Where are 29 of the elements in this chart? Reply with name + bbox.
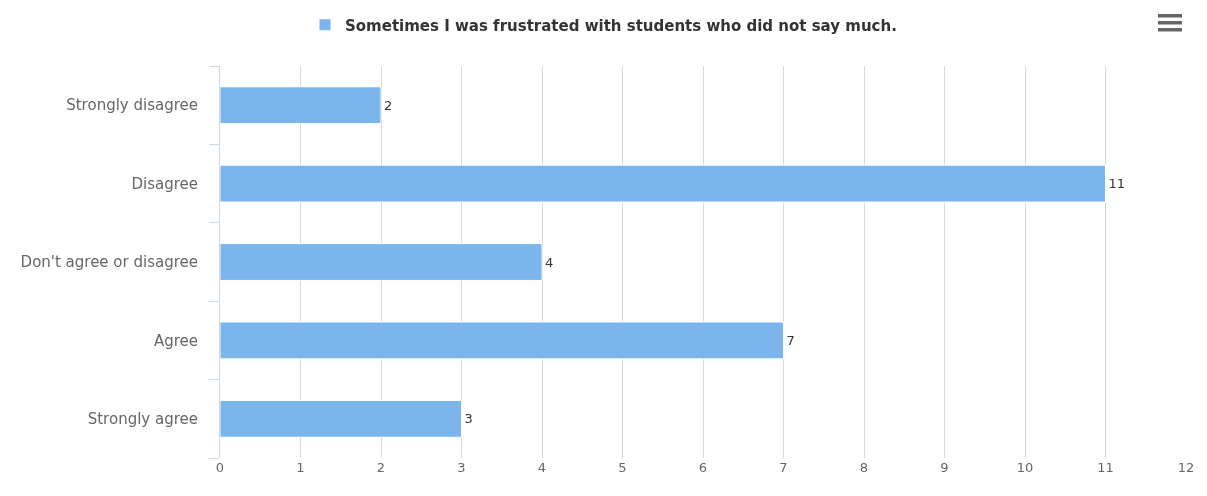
bar	[220, 321, 784, 360]
x-tick-label: 9	[940, 460, 949, 475]
x-tick-label: 11	[1097, 460, 1114, 475]
x-tick-label: 5	[618, 460, 627, 475]
data-label: 2	[384, 97, 393, 113]
data-label: 4	[545, 254, 554, 270]
legend-label: Sometimes I was frustrated with students who did not say much.	[345, 16, 897, 35]
bar	[220, 399, 462, 438]
y-tick-label: Disagree	[131, 174, 198, 193]
x-tick-label: 4	[537, 460, 547, 475]
x-tick-label: 12	[1177, 460, 1195, 475]
bar	[220, 243, 543, 281]
x-tick-label: 7	[779, 460, 788, 475]
y-tick-label: Strongly agree	[87, 410, 198, 429]
data-label: 3	[464, 411, 473, 427]
y-tick-label: Strongly disagree	[66, 96, 198, 115]
x-tick-label: 2	[376, 460, 386, 475]
y-tick-label: Agree	[153, 331, 198, 350]
bar	[220, 164, 1106, 203]
x-tick-label: 10	[1016, 460, 1034, 475]
x-tick-label: 6	[698, 460, 708, 475]
x-tick-label: 0	[215, 460, 225, 475]
x-tick-label: 1	[296, 460, 305, 475]
data-label: 11	[1108, 176, 1126, 192]
y-tick-label: Don't agree or disagree	[20, 253, 198, 272]
x-tick-label: 3	[457, 460, 466, 475]
x-tick-label: 8	[859, 460, 869, 475]
data-label: 7	[786, 332, 795, 348]
bar	[220, 86, 382, 125]
